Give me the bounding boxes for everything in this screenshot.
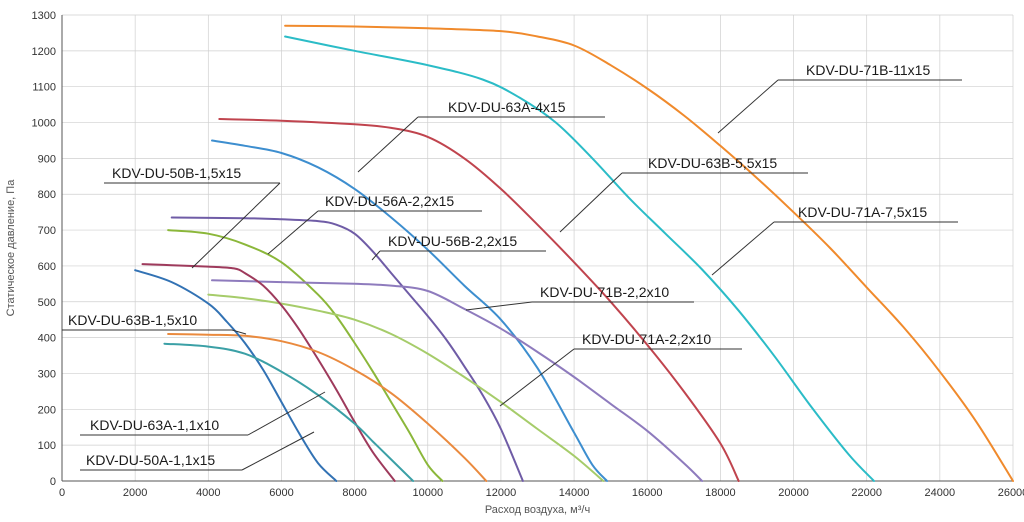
- x-tick-label: 12000: [486, 487, 517, 499]
- curve-label: KDV-DU-56A-2,2x15: [325, 193, 454, 209]
- curve-label: KDV-DU-56B-2,2x15: [388, 233, 517, 249]
- x-tick-label: 8000: [342, 487, 366, 499]
- y-tick-label: 900: [38, 153, 56, 165]
- y-tick-label: 1000: [32, 118, 56, 130]
- curve-series-2: [284, 35, 875, 482]
- y-axis-title: Статическое давление, Па: [5, 179, 17, 317]
- y-tick-label: 1200: [32, 46, 56, 58]
- y-tick-label: 100: [38, 440, 56, 452]
- axes: 0 100 200 300 400 500 600 700 800 900 1000 1100 1200…: [32, 10, 1024, 499]
- y-tick-label: 800: [38, 189, 56, 201]
- curve-label: KDV-DU-71B-2,2x10: [540, 284, 669, 300]
- curve-series-3: [218, 118, 740, 482]
- x-tick-label: 18000: [705, 487, 736, 499]
- label-leader-line: [371, 250, 381, 261]
- x-axis-title: Расход воздуха, м³/ч: [485, 504, 590, 516]
- curve-label: KDV-DU-71A-2,2x10: [582, 331, 711, 347]
- x-tick-label: 22000: [851, 487, 882, 499]
- curve-series-7: [211, 279, 704, 482]
- label-leader-line: [267, 210, 319, 255]
- y-tick-label: 400: [38, 333, 56, 345]
- curve-label: KDV-DU-63B-1,5x10: [68, 312, 197, 328]
- curve-label: KDV-DU-71A-7,5x15: [798, 204, 927, 220]
- y-tick-label: 300: [38, 368, 56, 380]
- curve-label: KDV-DU-50A-1,1x15: [86, 452, 215, 468]
- x-tick-label: 6000: [269, 487, 293, 499]
- curve-series-12: [163, 342, 415, 482]
- label-leader-line: [247, 391, 326, 436]
- curve-series-1: [284, 24, 1014, 482]
- label-leader-line: [191, 182, 281, 269]
- x-tick-label: 20000: [778, 487, 809, 499]
- x-tick-label: 16000: [632, 487, 663, 499]
- curve-series-9: [141, 263, 396, 482]
- y-tick-label: 500: [38, 297, 56, 309]
- y-tick-label: 200: [38, 404, 56, 416]
- curve-labels: KDV-DU-71B-11x15 KDV-DU-63A-4x15 KDV-DU-63…: [68, 62, 930, 468]
- label-leader-line: [717, 79, 779, 134]
- curve-series-4: [211, 139, 608, 482]
- curves: [134, 24, 1014, 482]
- y-tick-label: 1100: [32, 82, 56, 94]
- label-leader-line: [241, 431, 315, 471]
- label-leader-line: [499, 348, 575, 407]
- x-tick-label: 0: [59, 487, 65, 499]
- curve-series-10: [167, 333, 488, 482]
- curve-series-6: [167, 229, 444, 482]
- curve-label: KDV-DU-63A-4x15: [448, 99, 566, 115]
- curve-label: KDV-DU-50B-1,5x15: [112, 165, 241, 181]
- label-leaders: [62, 79, 962, 471]
- x-tick-label: 24000: [925, 487, 956, 499]
- curve-label: KDV-DU-71B-11x15: [806, 62, 930, 78]
- label-leader-line: [711, 221, 775, 276]
- curve-series-11: [134, 269, 338, 482]
- x-tick-label: 26000: [998, 487, 1024, 499]
- label-leader-line: [465, 301, 533, 311]
- label-leader-line: [231, 329, 247, 335]
- curve-series-8: [207, 293, 605, 482]
- curve-label: KDV-DU-63A-1,1x10: [90, 417, 219, 433]
- label-leader-line: [357, 116, 419, 173]
- y-tick-label: 1300: [32, 10, 56, 22]
- grid: [61, 14, 1014, 482]
- x-tick-label: 2000: [123, 487, 147, 499]
- x-tick-label: 10000: [412, 487, 443, 499]
- x-tick-label: 4000: [196, 487, 220, 499]
- y-tick-label: 700: [38, 225, 56, 237]
- y-tick-label: 600: [38, 261, 56, 273]
- x-tick-label: 14000: [559, 487, 590, 499]
- curve-label: KDV-DU-63B-5,5x15: [648, 155, 777, 171]
- label-leader-line: [559, 172, 623, 233]
- y-tick-label: 0: [50, 476, 56, 488]
